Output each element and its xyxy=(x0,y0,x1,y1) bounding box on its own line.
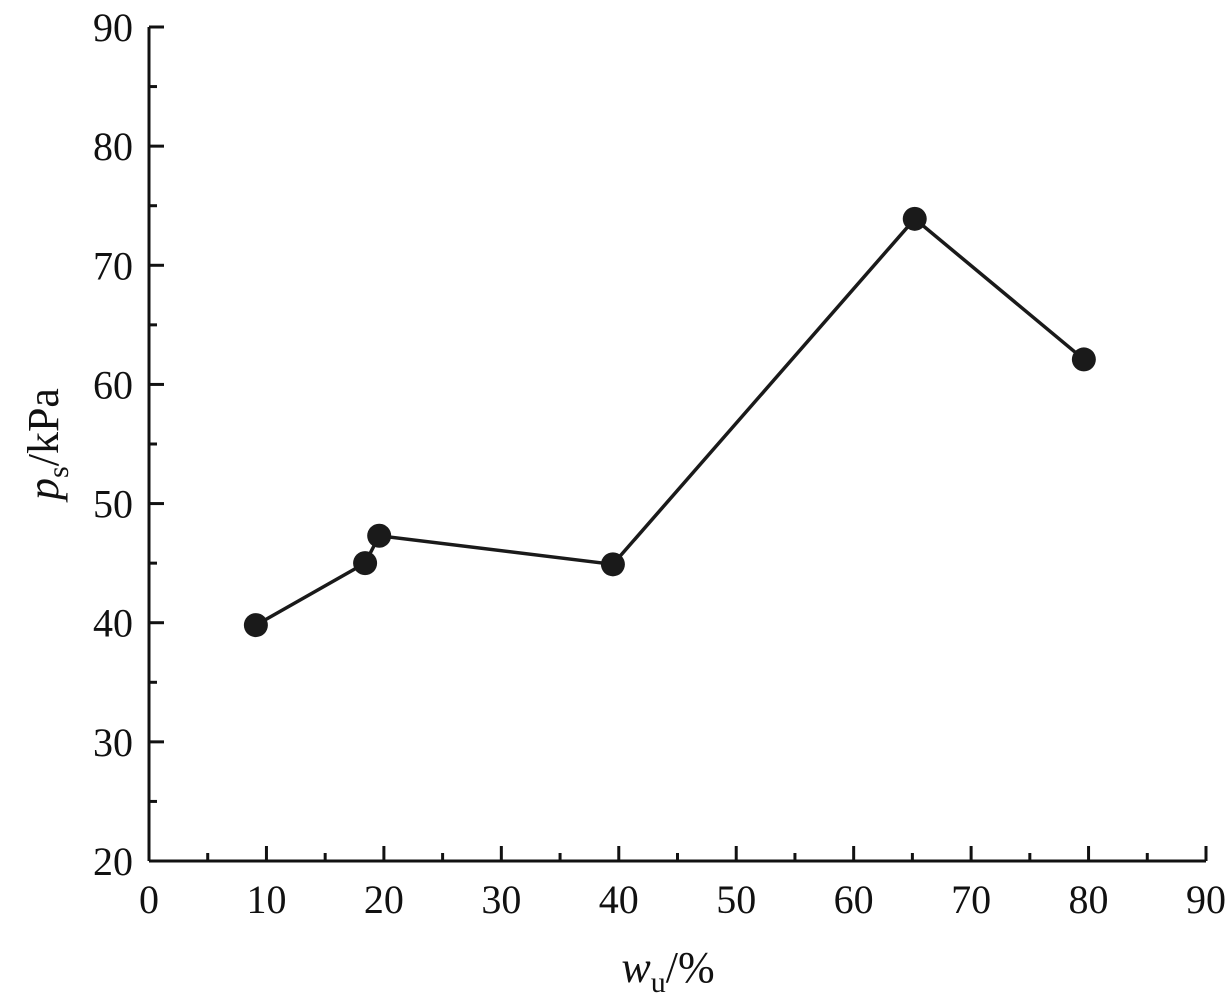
data-point xyxy=(902,206,927,231)
x-tick-label: 0 xyxy=(139,877,159,922)
data-point xyxy=(367,523,392,548)
x-axis-unit: /% xyxy=(666,943,715,992)
x-tick-label: 60 xyxy=(834,877,874,922)
data-point xyxy=(353,551,378,576)
x-tick-label: 90 xyxy=(1186,877,1226,922)
data-point xyxy=(243,613,268,638)
x-tick-label: 70 xyxy=(951,877,991,922)
y-axis-variable: p xyxy=(19,478,68,503)
y-axis-subscript: s xyxy=(42,466,75,478)
y-tick-label: 90 xyxy=(93,5,133,50)
y-tick-label: 60 xyxy=(93,362,133,407)
y-tick-label: 50 xyxy=(93,482,133,527)
x-axis-variable: w xyxy=(621,943,651,992)
y-ticks xyxy=(149,25,164,863)
y-tick-labels: 20 30 40 50 60 70 80 90 xyxy=(93,5,133,884)
y-axis-unit: /kPa xyxy=(19,388,68,466)
x-tick-label: 30 xyxy=(481,877,521,922)
x-tick-label: 80 xyxy=(1069,877,1109,922)
data-point xyxy=(1071,347,1096,372)
x-ticks xyxy=(147,846,1208,861)
y-tick-label: 30 xyxy=(93,720,133,765)
x-tick-label: 40 xyxy=(599,877,639,922)
y-tick-label: 70 xyxy=(93,243,133,288)
x-tick-label: 10 xyxy=(246,877,286,922)
y-tick-label: 80 xyxy=(93,124,133,169)
y-tick-label: 20 xyxy=(93,839,133,884)
x-axis-title: wu/% xyxy=(621,943,714,999)
x-tick-label: 20 xyxy=(364,877,404,922)
y-tick-label: 40 xyxy=(93,601,133,646)
data-points xyxy=(243,206,1096,638)
data-point xyxy=(600,552,625,577)
y-axis-title: ps/kPa xyxy=(19,388,75,503)
x-axis-subscript: u xyxy=(651,966,666,999)
x-tick-label: 50 xyxy=(716,877,756,922)
axes xyxy=(147,27,1206,863)
series-line xyxy=(255,216,1085,627)
x-tick-labels: 0 10 20 30 40 50 60 70 80 90 xyxy=(139,877,1226,922)
